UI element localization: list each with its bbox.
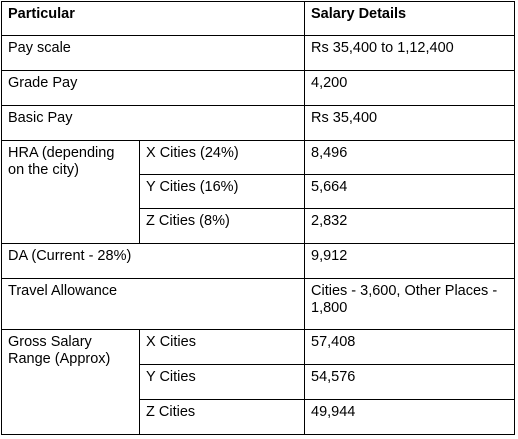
hra-y-label: Y Cities (16%) bbox=[139, 174, 305, 210]
gross-z-label: Z Cities bbox=[139, 398, 305, 436]
table-row: Z Cities (8%) 2,832 bbox=[2, 208, 515, 244]
gross-y-value: 54,576 bbox=[304, 363, 515, 400]
table-row: Pay scale Rs 35,400 to 1,12,400 bbox=[1, 35, 515, 72]
table-row: Z Cities 49,944 bbox=[2, 398, 515, 436]
basic-pay-value: Rs 35,400 bbox=[304, 105, 515, 142]
travel-allowance-label: Travel Allowance bbox=[1, 277, 305, 330]
hra-x-value: 8,496 bbox=[304, 140, 515, 176]
gross-x-label: X Cities bbox=[139, 328, 305, 365]
hra-z-value: 2,832 bbox=[304, 208, 515, 244]
table-row: Gross Salary Range (Approx) X Cities 57,… bbox=[1, 328, 515, 436]
header-row: Particular Salary Details bbox=[1, 0, 515, 37]
grade-pay-label: Grade Pay bbox=[1, 70, 305, 107]
table-row: Y Cities 54,576 bbox=[2, 363, 515, 400]
table-row: DA (Current - 28%) 9,912 bbox=[1, 242, 515, 279]
gross-z-value: 49,944 bbox=[304, 398, 515, 436]
table-row: Grade Pay 4,200 bbox=[1, 70, 515, 107]
da-value: 9,912 bbox=[304, 242, 515, 279]
hra-label: HRA (depending on the city) bbox=[1, 140, 140, 244]
gross-salary-label: Gross Salary Range (Approx) bbox=[1, 328, 140, 436]
gross-x-value: 57,408 bbox=[304, 328, 515, 365]
table-row: Basic Pay Rs 35,400 bbox=[1, 105, 515, 142]
hra-z-label: Z Cities (8%) bbox=[139, 208, 305, 244]
grade-pay-value: 4,200 bbox=[304, 70, 515, 107]
basic-pay-label: Basic Pay bbox=[1, 105, 305, 142]
table-row: Y Cities (16%) 5,664 bbox=[2, 174, 515, 210]
travel-allowance-value: Cities - 3,600, Other Places - 1,800 bbox=[304, 277, 515, 330]
pay-scale-label: Pay scale bbox=[1, 35, 305, 72]
da-label: DA (Current - 28%) bbox=[1, 242, 305, 279]
header-salary-details: Salary Details bbox=[304, 0, 515, 37]
gross-y-label: Y Cities bbox=[139, 363, 305, 400]
table-row: HRA (depending on the city) X Cities (24… bbox=[1, 140, 515, 244]
pay-scale-value: Rs 35,400 to 1,12,400 bbox=[304, 35, 515, 72]
table-row: Travel Allowance Cities - 3,600, Other P… bbox=[1, 277, 515, 330]
hra-x-label: X Cities (24%) bbox=[139, 140, 305, 176]
header-particular: Particular bbox=[1, 0, 305, 37]
hra-y-value: 5,664 bbox=[304, 174, 515, 210]
